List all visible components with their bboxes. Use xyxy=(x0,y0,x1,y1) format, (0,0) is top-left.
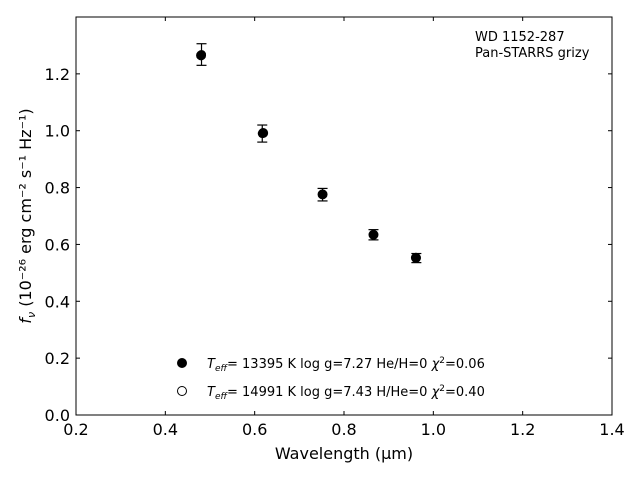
x-tick-label: 0.8 xyxy=(331,420,356,439)
legend-marker xyxy=(177,386,187,396)
x-axis-label: Wavelength (μm) xyxy=(275,444,413,463)
annotation-star-name: WD 1152-287 xyxy=(475,30,565,45)
x-tick-label: 0.6 xyxy=(242,420,267,439)
x-tick-label: 1.4 xyxy=(599,420,624,439)
x-tick-label: 1.0 xyxy=(421,420,446,439)
legend: Teff= 13395 K log g=7.27 He/H=0 χ2=0.06 T… xyxy=(177,356,485,402)
tick-group: 0.2 0.4 0.6 0.8 1.0 1.2 1.40.00.20.40.60.81.01… xyxy=(45,17,625,439)
annotation-photometry: Pan-STARRS grizy xyxy=(475,46,590,61)
y-tick-label: 1.2 xyxy=(45,65,70,84)
y-tick-label: 0.4 xyxy=(45,292,70,311)
legend-label: Teff= 14991 K log g=7.43 H/He=0 χ2=0.40 xyxy=(207,384,485,402)
x-tick-label: 1.2 xyxy=(510,420,535,439)
y-tick-label: 0.0 xyxy=(45,406,70,425)
model-point-filled xyxy=(411,253,421,263)
y-axis-label: fν (10⁻²⁶ erg cm⁻² s⁻¹ Hz⁻¹) xyxy=(16,108,38,323)
legend-marker xyxy=(177,358,187,368)
y-tick-label: 0.8 xyxy=(45,179,70,198)
model-point-filled xyxy=(368,230,378,240)
model-point-filled xyxy=(258,128,268,138)
x-tick-label: 0.2 xyxy=(63,420,88,439)
data-layer xyxy=(196,43,422,264)
y-tick-label: 0.2 xyxy=(45,349,70,368)
legend-label: Teff= 13395 K log g=7.27 He/H=0 χ2=0.06 xyxy=(207,356,485,374)
x-tick-label: 0.4 xyxy=(153,420,178,439)
y-tick-label: 1.0 xyxy=(45,122,70,141)
y-tick-label: 0.6 xyxy=(45,235,70,254)
model-point-filled xyxy=(196,50,206,60)
model-point-filled xyxy=(318,189,328,199)
axes xyxy=(75,16,613,416)
plot-frame xyxy=(75,16,613,416)
